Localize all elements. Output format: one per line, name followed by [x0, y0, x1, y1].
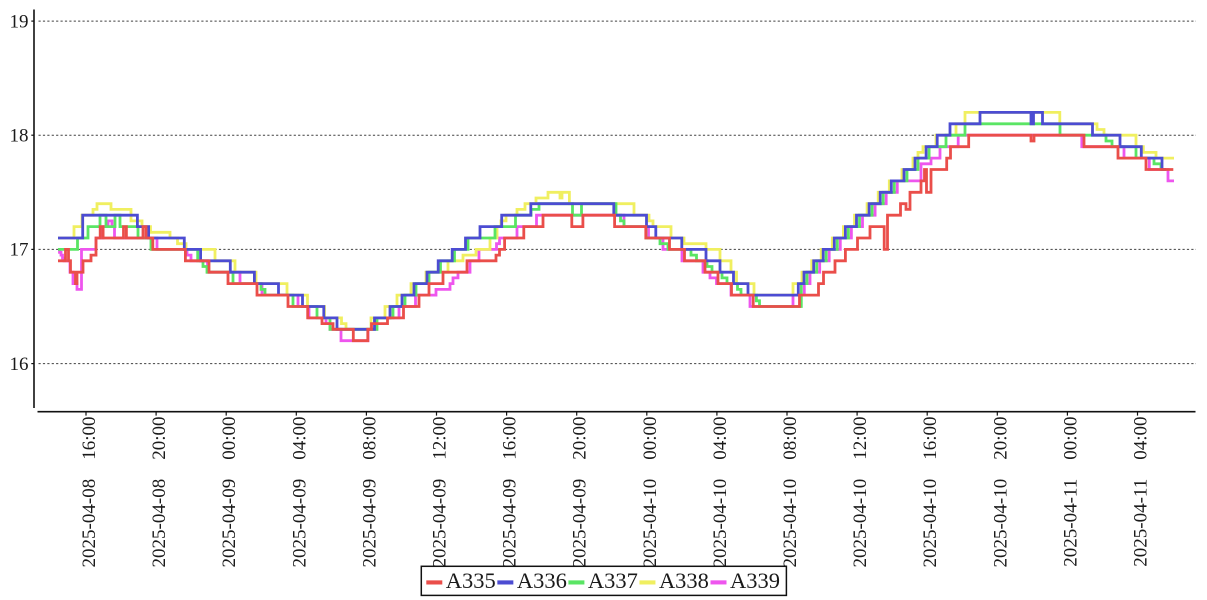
- svg-text:2025-04-10 20:00: 2025-04-10 20:00: [990, 417, 1011, 568]
- svg-text:2025-04-09 08:00: 2025-04-09 08:00: [359, 417, 380, 568]
- svg-text:2025-04-10 08:00: 2025-04-10 08:00: [780, 417, 801, 568]
- svg-text:A337: A337: [588, 568, 638, 593]
- svg-text:17: 17: [10, 240, 29, 261]
- svg-text:19: 19: [10, 11, 29, 32]
- svg-text:A338: A338: [659, 568, 709, 593]
- svg-text:16: 16: [10, 354, 29, 375]
- svg-text:2025-04-10 12:00: 2025-04-10 12:00: [850, 417, 871, 568]
- svg-text:A336: A336: [517, 568, 567, 593]
- svg-text:2025-04-09 04:00: 2025-04-09 04:00: [289, 417, 310, 568]
- svg-text:A335: A335: [446, 568, 496, 593]
- svg-text:2025-04-09 12:00: 2025-04-09 12:00: [430, 417, 451, 568]
- svg-text:2025-04-11 04:00: 2025-04-11 04:00: [1131, 417, 1152, 567]
- svg-text:2025-04-10 00:00: 2025-04-10 00:00: [640, 417, 661, 568]
- svg-text:2025-04-10 16:00: 2025-04-10 16:00: [920, 417, 941, 568]
- svg-text:2025-04-08 20:00: 2025-04-08 20:00: [149, 417, 170, 568]
- svg-text:2025-04-09 20:00: 2025-04-09 20:00: [570, 417, 591, 568]
- svg-text:2025-04-11 00:00: 2025-04-11 00:00: [1060, 417, 1081, 567]
- svg-text:2025-04-10 04:00: 2025-04-10 04:00: [710, 417, 731, 568]
- svg-text:18: 18: [10, 125, 29, 146]
- svg-text:A339: A339: [730, 568, 780, 593]
- svg-text:2025-04-09 00:00: 2025-04-09 00:00: [219, 417, 240, 568]
- svg-text:2025-04-09 16:00: 2025-04-09 16:00: [500, 417, 521, 568]
- svg-text:2025-04-08 16:00: 2025-04-08 16:00: [79, 417, 100, 568]
